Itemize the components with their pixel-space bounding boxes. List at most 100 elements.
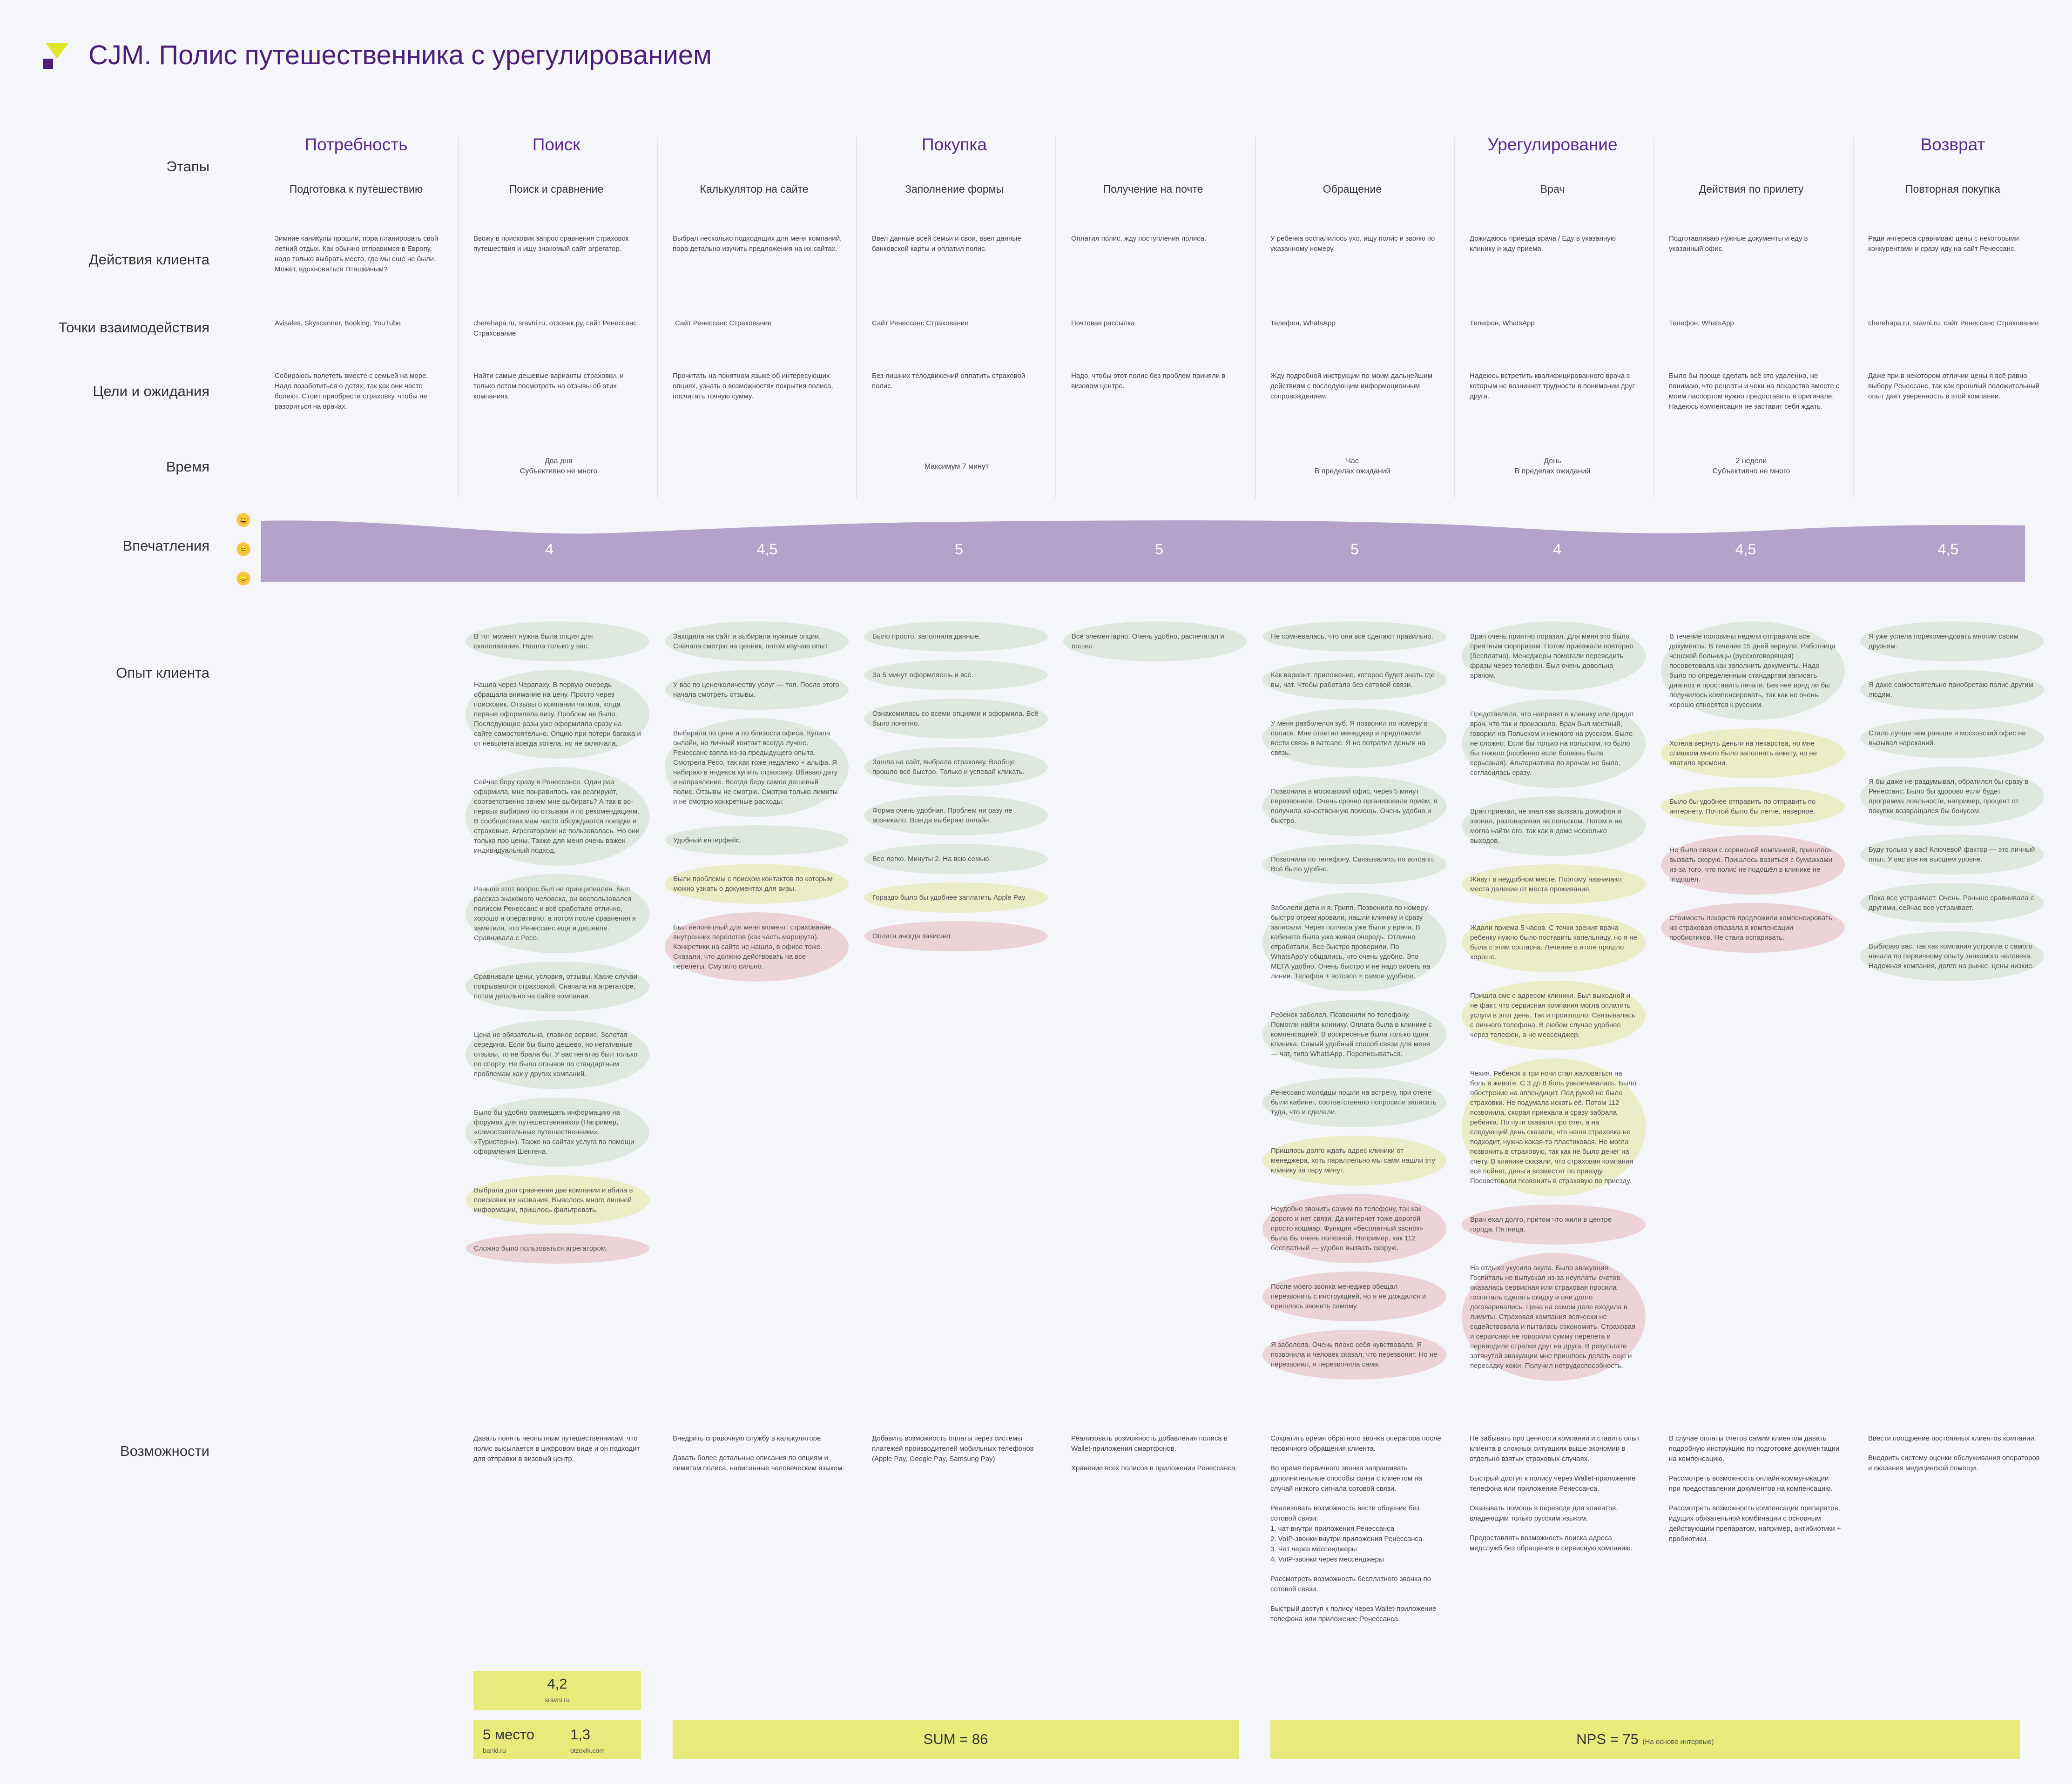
time-cell: День В пределах ожиданий — [1514, 457, 1591, 475]
experience-quote: За 5 минут оформляешь и всё. — [872, 671, 973, 679]
column-divider — [1055, 137, 1056, 498]
impressions-wave — [261, 520, 2025, 582]
experience-bubble: Выбрала для сравнения две компании и вби… — [466, 1175, 649, 1225]
goal-cell: Найти самые дешевые варианты страховки, … — [473, 372, 624, 400]
experience-bubble: Я заболела. Очень плохо себя чувствовала… — [1262, 1330, 1446, 1380]
experience-quote: Гораздо было бы удобнее заплатить Apple … — [872, 894, 1027, 902]
opportunity-column: Реализовать возможность добавления полис… — [1071, 1434, 1243, 1483]
opportunity-item: Во время первичного звонка запрашивать д… — [1270, 1464, 1423, 1493]
logo-icon — [43, 43, 69, 69]
goal-cell: Надеюсь встретить квалифицированного вра… — [1470, 372, 1635, 400]
experience-quote: Я бы даже не раздумывал, обратился бы ср… — [1869, 778, 2029, 815]
experience-quote: Всё элементарно. Очень удобно, распечата… — [1072, 633, 1224, 650]
experience-bubble: Неудобно звонить самим по телефону, так … — [1262, 1194, 1446, 1263]
experience-bubble: Сравнивали цены, условия, отзывы. Какие … — [466, 962, 649, 1011]
experience-bubble: Удобный интерфейс. — [665, 825, 849, 855]
score-value: 4,5 — [756, 541, 778, 558]
experience-bubble: Раньше этот вопрос был не принципиален. … — [466, 874, 649, 953]
experience-quote: Чехия. Ребенок в три ночи стал жаловатьс… — [1470, 1070, 1636, 1185]
experience-quote: Нашла через Черапаху. В первую очередь о… — [474, 681, 641, 747]
opportunity-item: Ввести поощрение постоянных клиентов ком… — [1868, 1434, 2036, 1442]
sravni-source: sravni.ru — [545, 1696, 570, 1703]
time-cell: 2 недели Субъективно не много — [1712, 457, 1790, 475]
experience-quote: Ребенок заболел. Позвонили по телефону. … — [1271, 1011, 1432, 1058]
experience-bubble: Живут в неудобном месте. Поэтому назнача… — [1462, 864, 1646, 904]
experience-bubble: Выбирала по цене и по близости офиса. Ку… — [665, 718, 849, 817]
experience-column: В течение половины недели отправила все … — [1661, 621, 1845, 961]
opportunity-item: Хранение всех полисов в приложении Ренес… — [1071, 1464, 1237, 1472]
experience-bubble: Как вариант: приложение, которое будет з… — [1262, 660, 1446, 700]
experience-bubble: Пришлось долго ждать адрес клиники от ме… — [1262, 1136, 1446, 1185]
experience-bubble: Ознакомилась со всеми опциями и оформила… — [864, 699, 1048, 739]
otzovik-rating-value: 1,3 — [570, 1726, 591, 1743]
action-cell: Оплатил полис, жду поступления полиса. — [1071, 235, 1207, 242]
row-label-touchpoints: Точки взаимодействия — [58, 319, 209, 336]
row-label-stages: Этапы — [166, 158, 209, 175]
experience-quote: Представляла, что направят в клинику или… — [1470, 710, 1634, 777]
experience-quote: Врач очень приятно поразил. Для меня это… — [1470, 633, 1633, 680]
experience-bubble: Нашла через Черапаху. В первую очередь о… — [466, 670, 649, 759]
score-value: 4,5 — [1937, 541, 1959, 558]
opportunity-column: Сократить время обратного звонка операто… — [1270, 1434, 1443, 1634]
experience-quote: Заболели дети и я. Грипп. Позвонила по н… — [1271, 904, 1431, 980]
experience-bubble: Стало лучше чем раньше и московский офис… — [1860, 718, 2044, 758]
touchpoint-cell: Телефон, WhatsApp — [1270, 319, 1336, 327]
row-label-opportunities: Возможности — [120, 1443, 209, 1459]
touchpoint-cell: Почтовая рассылка — [1071, 319, 1135, 327]
experience-bubble: Позвонила в московский офис, через 5 мин… — [1262, 776, 1446, 836]
opportunity-column: Давать понять неопытным путешественникам… — [473, 1434, 646, 1474]
row-label-goals: Цели и ожидания — [93, 383, 209, 399]
touchpoint-cell: Сайт Ренессанс Страхование — [872, 319, 969, 327]
experience-quote: Пришла смс с адресом клиники. Был выходн… — [1470, 992, 1635, 1039]
experience-quote: Ждали приема 5 часов. С точки зрения вра… — [1470, 924, 1637, 961]
goal-cell: Было бы проще сделать всё это удаленно, … — [1669, 372, 1840, 411]
stage-search: Поиск — [532, 135, 580, 154]
experience-quote: Стало лучше чем раньше и московский офис… — [1869, 729, 2026, 747]
otzovik-source: otzovik.com — [570, 1747, 605, 1754]
experience-bubble: Не сомневалась, что они всё сделают прав… — [1262, 621, 1446, 652]
experience-bubble: Пока все устраивает. Очень. Раньше сравн… — [1860, 883, 2044, 923]
experience-bubble: Представляла, что направят в клинику или… — [1462, 699, 1646, 788]
experience-bubble: Хотела вернуть деньги на лекарства, но м… — [1661, 728, 1845, 778]
experience-quote: Я даже самостоятельно приобретаю полис д… — [1869, 681, 2033, 699]
experience-bubble: Ренессанс молодцы пошли на встречу, при … — [1262, 1077, 1446, 1127]
experience-quote: Не сомневалась, что они всё сделают прав… — [1271, 633, 1433, 640]
experience-bubble: Были проблемы с поиском контактов по кот… — [665, 864, 849, 904]
nps-score: NPS = 75 — [1576, 1731, 1639, 1747]
experience-quote: Не было связи с сервисной компанией, при… — [1669, 846, 1832, 883]
experience-bubble: В течение половины недели отправила все … — [1661, 621, 1845, 720]
opportunity-item: Предоставлять возможность поиска адреса … — [1470, 1534, 1633, 1552]
experience-bubble: Я уже успела порекомендовать многим свои… — [1860, 621, 2044, 661]
opportunity-item: Давать понять неопытным путешественникам… — [473, 1434, 640, 1463]
touchpoint-cell: cherehapa.ru, sravni.ru, сайт Ренессанс … — [1868, 319, 2039, 327]
opportunity-item: Сократить время обратного звонка операто… — [1270, 1434, 1441, 1453]
sad-face-icon: 😞 — [236, 572, 250, 586]
sravni-rating-value: 4,2 — [547, 1676, 567, 1692]
step-title: Обращение — [1323, 183, 1382, 195]
action-cell: У ребенка воспалилось ухо, ищу полис и з… — [1270, 235, 1435, 253]
opportunity-column: Внедрить справочную службу в калькулятор… — [673, 1434, 845, 1483]
experience-bubble: Ждали приема 5 часов. С точки зрения вра… — [1462, 913, 1646, 972]
opportunity-item: Реализовать возможность добавления полис… — [1071, 1434, 1228, 1453]
step-title: Действия по прилету — [1699, 183, 1804, 195]
experience-bubble: Позвонила по телефону. Связывались по во… — [1262, 844, 1446, 884]
experience-quote: Раньше этот вопрос был не принципиален. … — [474, 885, 636, 942]
experience-bubble: Пришла смс с адресом клиники. Был выходн… — [1462, 981, 1646, 1050]
experience-quote: Все легко. Минуты 2. На всю семью. — [872, 855, 991, 863]
action-cell: Ради интереса сравниваю цены с некоторым… — [1868, 235, 2019, 253]
experience-bubble: Выбираю вас, так как компания устроила с… — [1860, 931, 2044, 981]
touchpoint-cell: Сайт Ренессанс Страхование — [675, 319, 772, 327]
experience-quote: Позвонила в московский офис, через 5 мин… — [1271, 788, 1438, 825]
experience-column: В тот момент нужна была опция для скалол… — [466, 621, 649, 1272]
time-cell: Максимум 7 минут — [924, 463, 989, 471]
column-divider — [1454, 137, 1455, 498]
action-cell: Ввожу в поисковик запрос сравнения страх… — [473, 235, 629, 253]
opportunity-item: Реализовать возможность вести общение бе… — [1270, 1504, 1423, 1563]
opportunity-column: Добавить возможность оплаты через систем… — [872, 1434, 1044, 1474]
experience-column: Врач очень приятно поразил. Для меня это… — [1462, 621, 1646, 1389]
step-title: Калькулятор на сайте — [700, 183, 809, 195]
experience-quote: В течение половины недели отправила все … — [1669, 633, 1836, 709]
experience-quote: Хотела вернуть деньги на лекарства, но м… — [1669, 740, 1817, 767]
nps-box: NPS = 75 (На основе интервью) — [1270, 1720, 2020, 1759]
banki-otzovik-rating-box: 5 место banki.ru 1,3 otzovik.com — [473, 1720, 641, 1759]
